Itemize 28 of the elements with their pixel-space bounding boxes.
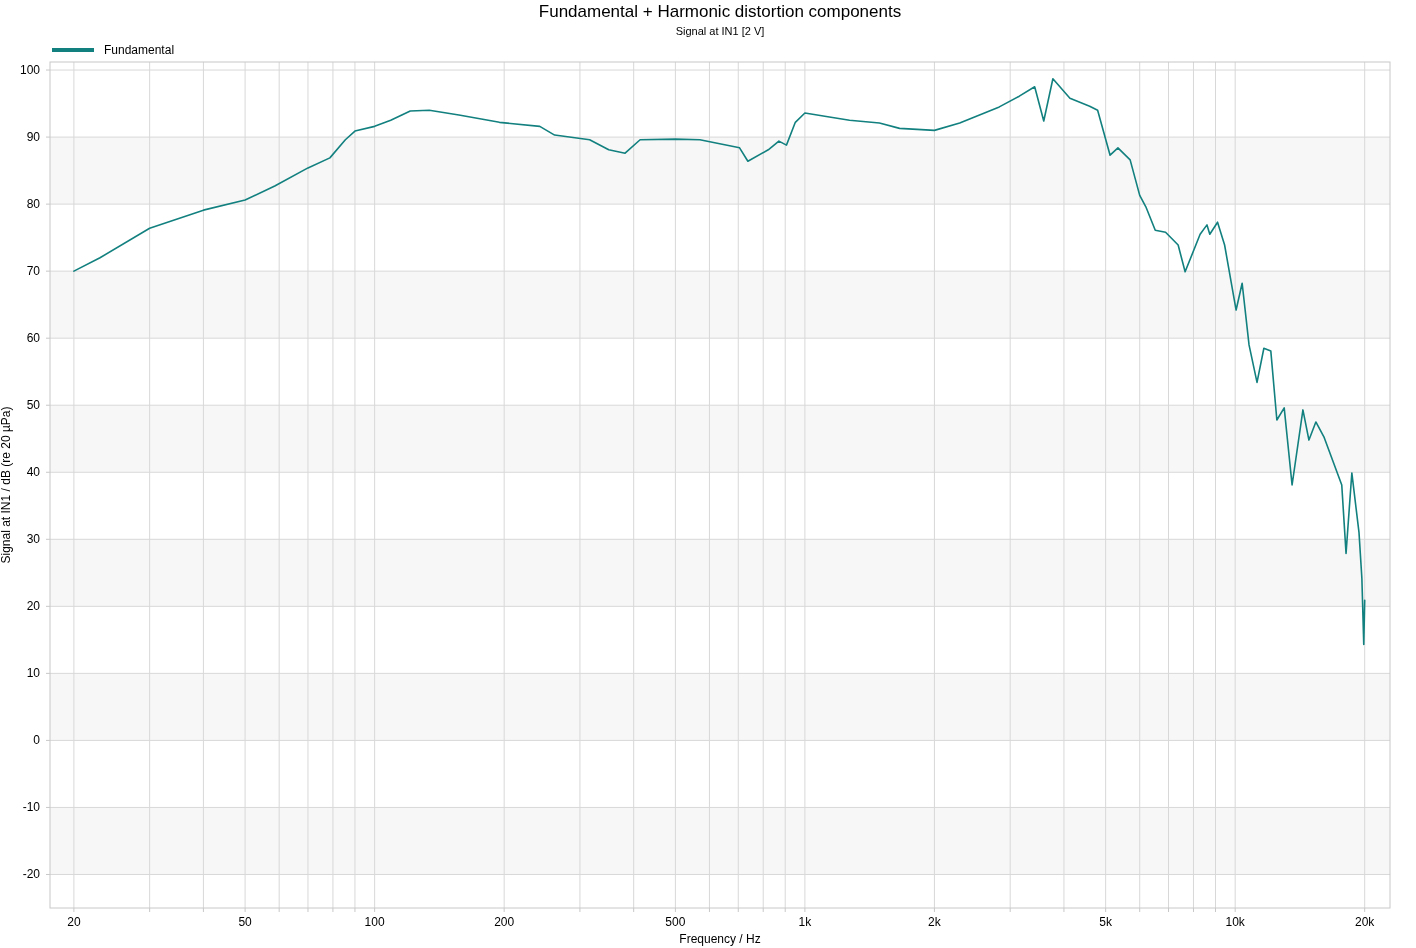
x-tick-label: 200	[494, 915, 515, 929]
y-tick-label: 20	[26, 599, 41, 614]
y-tick-label: 10	[26, 666, 41, 681]
y-tick-label: 80	[26, 197, 41, 212]
y-tick-label: 50	[26, 398, 41, 413]
y-axis-title: Signal at IN1 / dB (re 20 µPa)	[0, 406, 13, 564]
x-tick-label: 2k	[928, 915, 942, 929]
x-tick-label: 10k	[1225, 915, 1246, 929]
y-tick-label: 70	[26, 264, 41, 279]
y-tick-label: 30	[26, 532, 41, 547]
x-tick-label: 5k	[1099, 915, 1113, 929]
x-tick-label: 1k	[798, 915, 813, 929]
y-tick-label: 100	[19, 63, 41, 78]
y-tick-label: -20	[22, 867, 41, 882]
y-tick-label: 0	[33, 733, 41, 748]
y-tick-label: 60	[26, 331, 41, 346]
y-tick-label: 90	[26, 130, 41, 145]
x-tick-label: 100	[364, 915, 385, 929]
y-tick-label: 40	[26, 465, 41, 480]
x-tick-label: 50	[238, 915, 253, 929]
chart-subtitle: Signal at IN1 [2 V]	[675, 25, 765, 37]
legend-label: Fundamental	[104, 43, 175, 57]
y-tick-label: -10	[22, 800, 41, 815]
x-tick-label: 20	[67, 915, 81, 929]
x-tick-label: 500	[665, 915, 686, 929]
x-axis-title: Frequency / Hz	[679, 932, 761, 946]
chart-title: Fundamental + Harmonic distortion components	[538, 2, 902, 21]
x-tick-label: 20k	[1355, 915, 1376, 929]
